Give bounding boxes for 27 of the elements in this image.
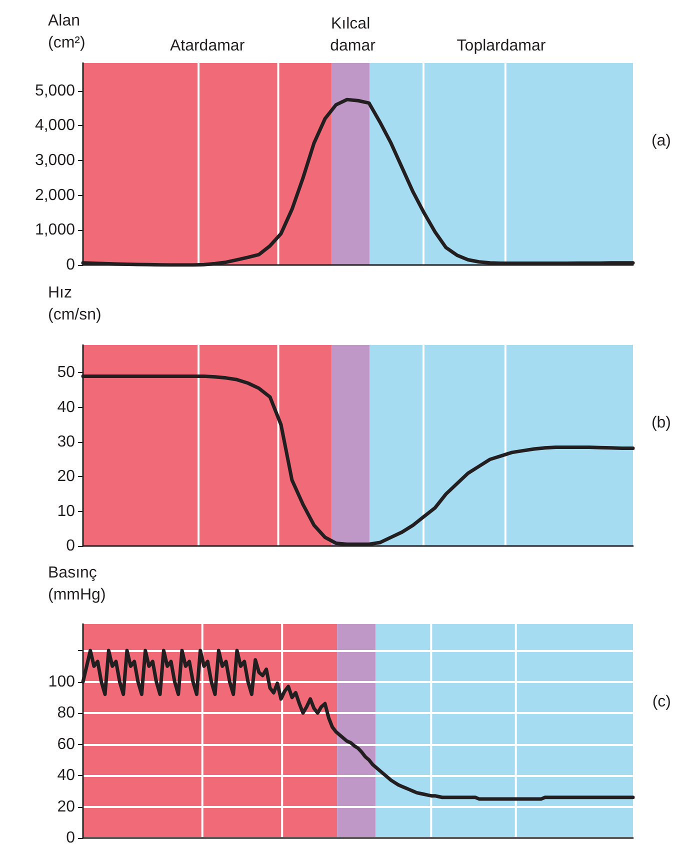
y-axis-title: Hız (cm/sn) [48, 284, 102, 324]
y-tick-label: 50 [57, 364, 76, 382]
y-tick-label: 20 [57, 468, 76, 486]
y-tick-label: 5,000 [34, 82, 76, 100]
text: Kılcal damar [326, 16, 376, 54]
y-tick-label: 20 [57, 798, 76, 816]
y-tick-label: 0 [66, 830, 76, 846]
y-tick-label: 3,000 [34, 152, 76, 170]
text: Toplardamar [456, 38, 546, 54]
text: Atardamar [170, 38, 246, 54]
y-tick-label: 10 [57, 502, 76, 520]
y-tick-label: 4,000 [34, 117, 76, 134]
y-tick-label: 40 [57, 398, 76, 416]
y-tick-label: 100 [48, 673, 76, 690]
y-tick-label: 0 [66, 256, 76, 274]
text: (a) [651, 132, 672, 150]
y-tick-label: 30 [57, 434, 76, 451]
y-tick-label: 1,000 [34, 222, 76, 239]
y-axis-title: Basınç (mmHg) [48, 564, 106, 604]
y-tick-label: 0 [66, 538, 76, 554]
y-axis-title: Alan (cm²) [48, 12, 86, 52]
text: (b) [651, 414, 672, 432]
y-tick-label: 80 [57, 704, 76, 722]
text: (c) [652, 694, 671, 710]
y-tick-label: 60 [57, 736, 76, 753]
y-tick-label: 2,000 [34, 186, 76, 204]
y-tick-label: 40 [57, 767, 76, 784]
